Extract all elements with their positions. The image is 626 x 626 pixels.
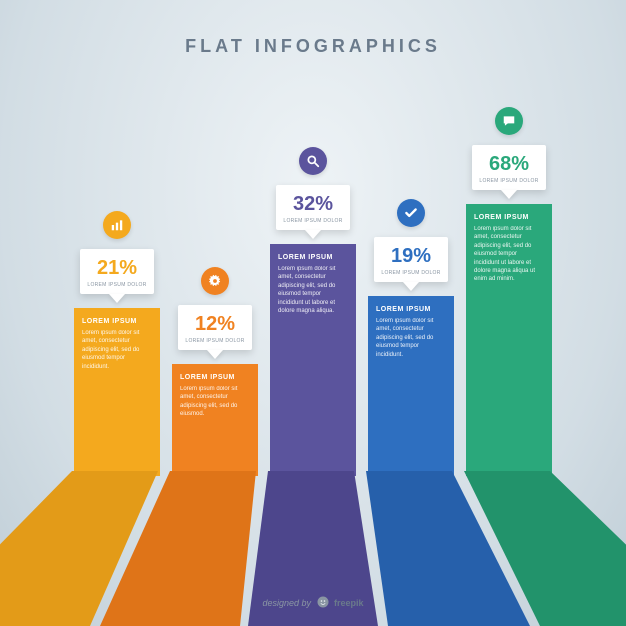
bar-wrap-2: 12% LOREM IPSUM DOLOR LOREM IPSUM Lorem ips… [172,267,258,476]
bar-wrap-4: 19% LOREM IPSUM DOLOR LOREM IPSUM Lorem ips… [368,199,454,476]
bar-body-text: Lorem ipsum dolor sit amet, consectetur … [180,385,250,419]
bar-body-text: Lorem ipsum dolor sit amet, consectetur … [376,317,446,359]
credit-brand: freepik [334,598,364,608]
bar-body-text: Lorem ipsum dolor sit amet, consectetur … [474,225,544,284]
percent-subtext: LOREM IPSUM DOLOR [86,282,148,288]
percent-value: 68% [478,153,540,176]
bar-1: LOREM IPSUM Lorem ipsum dolor sit amet, c… [74,308,160,476]
percent-value: 21% [86,257,148,280]
search-icon [299,147,327,175]
page-title: FLAT INFOGRAPHICS [0,0,626,57]
bar-3: LOREM IPSUM Lorem ipsum dolor sit amet, c… [270,244,356,476]
bar-label: LOREM IPSUM [474,214,544,221]
percent-value: 12% [184,313,246,336]
percent-subtext: LOREM IPSUM DOLOR [380,270,442,276]
value-box-5: 68% LOREM IPSUM DOLOR [472,145,546,190]
bars-icon [103,211,131,239]
bar-label: LOREM IPSUM [180,374,250,381]
bar-wrap-3: 32% LOREM IPSUM DOLOR LOREM IPSUM Lorem ips… [270,147,356,476]
infographic-bar-chart: 21% LOREM IPSUM DOLOR LOREM IPSUM Lorem ips… [0,116,626,476]
bar-body-text: Lorem ipsum dolor sit amet, consectetur … [82,329,152,371]
percent-subtext: LOREM IPSUM DOLOR [282,218,344,224]
bar-wrap-1: 21% LOREM IPSUM DOLOR LOREM IPSUM Lorem ips… [74,211,160,476]
chat-icon [495,107,523,135]
bar-4: LOREM IPSUM Lorem ipsum dolor sit amet, c… [368,296,454,476]
credit-prefix: designed by [262,598,311,608]
bar-label: LOREM IPSUM [278,254,348,261]
check-icon [397,199,425,227]
bar-label: LOREM IPSUM [376,306,446,313]
gear-icon [201,267,229,295]
bar-label: LOREM IPSUM [82,318,152,325]
percent-subtext: LOREM IPSUM DOLOR [184,338,246,344]
bar-2: LOREM IPSUM Lorem ipsum dolor sit amet, c… [172,364,258,476]
percent-value: 32% [282,193,344,216]
freepik-logo-icon [317,596,329,608]
value-box-1: 21% LOREM IPSUM DOLOR [80,249,154,294]
value-box-2: 12% LOREM IPSUM DOLOR [178,305,252,350]
bar-wrap-5: 68% LOREM IPSUM DOLOR LOREM IPSUM Lorem ips… [466,107,552,476]
credit-line: designed by freepik [0,596,626,608]
percent-value: 19% [380,245,442,268]
value-box-3: 32% LOREM IPSUM DOLOR [276,185,350,230]
bar-body-text: Lorem ipsum dolor sit amet, consectetur … [278,265,348,315]
value-box-4: 19% LOREM IPSUM DOLOR [374,237,448,282]
bar-5: LOREM IPSUM Lorem ipsum dolor sit amet, c… [466,204,552,476]
percent-subtext: LOREM IPSUM DOLOR [478,178,540,184]
